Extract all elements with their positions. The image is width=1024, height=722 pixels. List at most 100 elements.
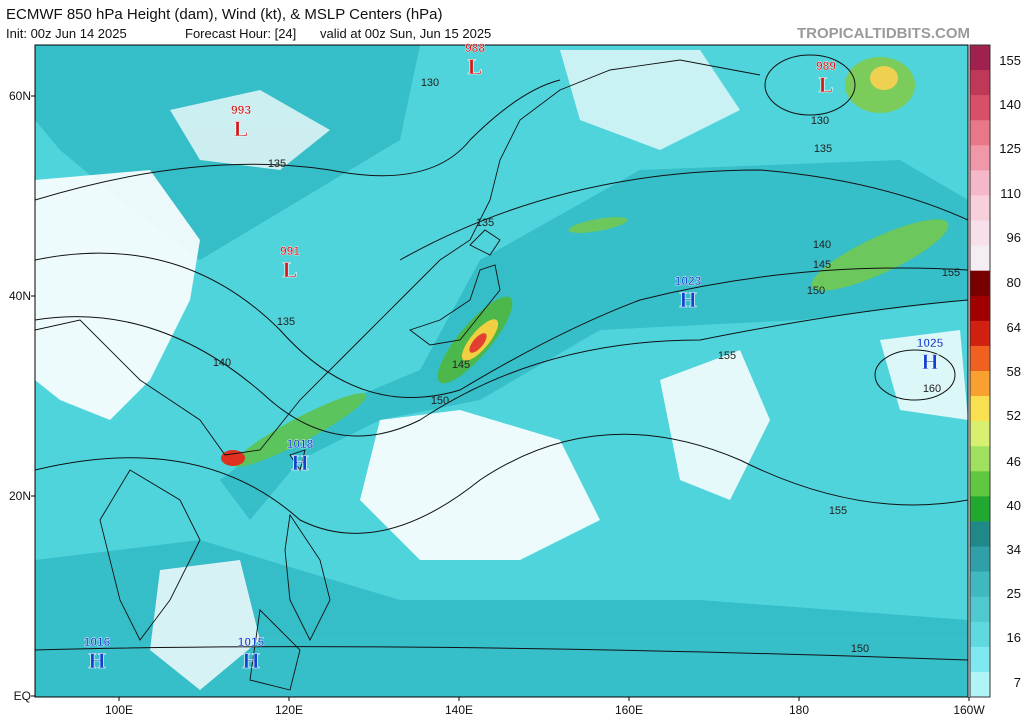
calm-areas	[35, 50, 968, 690]
contour-label: 135	[814, 143, 832, 155]
colorbar-label: 140	[999, 97, 1021, 112]
valid-time: valid at 00z Sun, Jun 15 2025	[320, 26, 491, 41]
colorbar-segment	[970, 70, 990, 96]
lat-label: EQ	[14, 689, 31, 703]
title: ECMWF 850 hPa Height (dam), Wind (kt), &…	[6, 6, 443, 23]
colorbar-segment	[970, 220, 990, 247]
center-letter: L	[819, 72, 834, 97]
colorbar-segment	[970, 45, 990, 71]
map-frame	[34, 44, 969, 698]
contour-label: 135	[476, 217, 494, 229]
lon-label: 160W	[953, 703, 985, 717]
contour-label: 135	[277, 316, 295, 328]
colorbar-segment	[970, 295, 990, 322]
center-pressure: 993	[231, 103, 251, 117]
colorbar-segment	[970, 396, 990, 422]
center-pressure: 991	[280, 244, 300, 258]
colorbar-label: 7	[1014, 675, 1021, 690]
height-contours	[35, 54, 968, 661]
colorbar-label: 155	[999, 53, 1021, 68]
center-pressure: 1016	[84, 635, 111, 649]
lat-label: 40N	[9, 289, 31, 303]
forecast-hour: Forecast Hour: [24]	[185, 26, 296, 41]
center-pressure: 988	[465, 41, 485, 55]
contour-label: 145	[452, 359, 470, 371]
lat-label: 60N	[9, 89, 31, 103]
colorbar-segment	[970, 596, 990, 623]
colorbar-segment	[970, 471, 990, 497]
init-time: Init: 00z Jun 14 2025	[6, 26, 127, 41]
colorbar-segment	[970, 546, 990, 573]
contour-label: 130	[811, 115, 829, 127]
lon-label: 100E	[105, 703, 133, 717]
contour-label: 150	[431, 395, 449, 407]
map-area	[35, 45, 968, 697]
colorbar-label: 46	[1007, 454, 1021, 469]
contour-label: 150	[807, 285, 825, 297]
center-letter: L	[468, 54, 483, 79]
center-pressure: 1023	[675, 274, 702, 288]
colorbar-segment	[970, 270, 990, 297]
colorbar-segment	[970, 95, 990, 121]
contour-label: 140	[213, 357, 231, 369]
center-letter: H	[291, 450, 308, 475]
colorbar-segment	[970, 371, 990, 397]
colorbar-label: 80	[1007, 275, 1021, 290]
colorbar-segment	[970, 145, 990, 171]
center-letter: H	[679, 287, 696, 312]
colorbar-label: 52	[1007, 408, 1021, 423]
colorbar-segment	[970, 170, 990, 196]
colorbar-label: 40	[1007, 498, 1021, 513]
coastlines	[35, 59, 761, 691]
center-letter: H	[921, 349, 938, 374]
source: TROPICALTIDBITS.COM	[797, 25, 970, 42]
colorbar-frame	[969, 44, 991, 698]
colorbar-segment	[970, 571, 990, 598]
center-letter: L	[234, 116, 249, 141]
colorbar-label: 64	[1007, 320, 1021, 335]
strong-wind-blobs	[221, 57, 949, 467]
colorbar-segment	[970, 245, 990, 272]
colorbar-segment	[970, 646, 990, 673]
colorbar-segment	[970, 421, 990, 447]
colorbar-segment	[970, 120, 990, 146]
contour-label: 155	[718, 350, 736, 362]
colorbar-segment	[970, 671, 990, 698]
colorbar-segment	[970, 195, 990, 222]
lon-label: 160E	[615, 703, 643, 717]
colorbar-label: 58	[1007, 364, 1021, 379]
contour-label: 140	[813, 239, 831, 251]
colorbar-label: 34	[1007, 542, 1021, 557]
colorbar-label: 96	[1007, 230, 1021, 245]
lon-label: 140E	[445, 703, 473, 717]
lat-label: 20N	[9, 489, 31, 503]
center-letter: H	[242, 648, 259, 673]
colorbar-label: 110	[1000, 186, 1021, 201]
contour-label: 155	[829, 505, 847, 517]
center-pressure: 1025	[917, 336, 944, 350]
contour-label: 160	[923, 383, 941, 395]
colorbar-segment	[970, 446, 990, 472]
colorbar-label: 25	[1007, 586, 1021, 601]
colorbar-label: 125	[999, 141, 1021, 156]
colorbar-segment	[970, 521, 990, 548]
contour-label: 155	[942, 267, 960, 279]
center-letter: L	[283, 257, 298, 282]
colorbar-label: 16	[1007, 630, 1021, 645]
center-letter: H	[88, 648, 105, 673]
colorbar-segment	[970, 345, 990, 372]
lon-label: 120E	[275, 703, 303, 717]
contour-label: 135	[268, 158, 286, 170]
contour-label: 145	[813, 259, 831, 271]
colorbar-segment	[970, 621, 990, 648]
contour-label: 130	[421, 77, 439, 89]
contour-label: 150	[851, 643, 869, 655]
center-pressure: 989	[816, 59, 836, 73]
overlays: 60N 40N 20N EQ 100E 120E 140E 160E 180 160W 155 140…	[9, 41, 1021, 717]
lon-label: 180	[789, 703, 809, 717]
center-pressure: 1018	[287, 437, 314, 451]
colorbar-segment	[970, 320, 990, 347]
colorbar-segment	[970, 496, 990, 522]
center-pressure: 1015	[238, 635, 265, 649]
